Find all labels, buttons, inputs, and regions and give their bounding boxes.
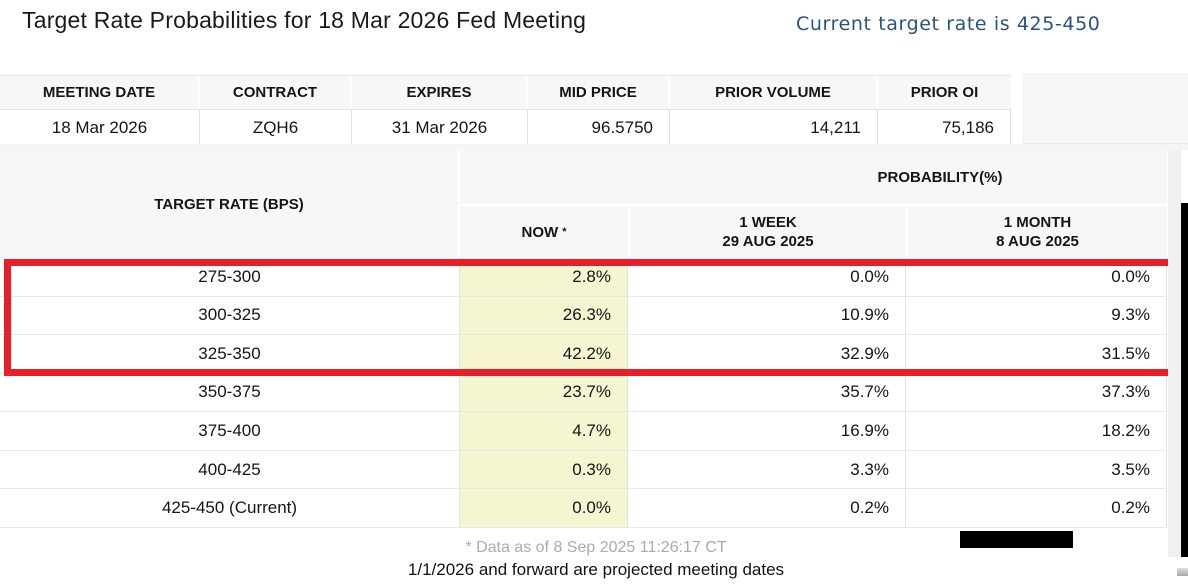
- now-probability: 4.7%: [460, 412, 628, 450]
- rate-range: 400-425: [0, 450, 460, 489]
- table-row: 325-350 42.2% 32.9% 31.5%: [0, 335, 1167, 374]
- month-probability: 31.5%: [906, 335, 1167, 373]
- month-label: 1 MONTH: [1003, 214, 1072, 231]
- header-prior-volume: PRIOR VOLUME: [670, 76, 878, 109]
- resize-handle: [1177, 568, 1188, 576]
- table-row: 350-375 23.7% 35.7% 37.3%: [0, 373, 1167, 413]
- scrollbar-thumb[interactable]: [1181, 203, 1188, 557]
- rate-range: 350-375: [0, 373, 460, 412]
- table-row: 275-300 2.8% 0.0% 0.0%: [0, 258, 1167, 297]
- week-probability: 0.2%: [628, 489, 906, 527]
- now-footnote-marker: *: [562, 225, 567, 238]
- expires-value: 31 Mar 2026: [352, 109, 528, 144]
- table-row: 300-325 26.3% 10.9% 9.3%: [0, 296, 1167, 336]
- header-meeting-date: MEETING DATE: [0, 76, 200, 109]
- subheader-separator-2: [906, 206, 908, 258]
- probability-table-body: 275-300 2.8% 0.0% 0.0% 300-325 26.3% 10.…: [0, 258, 1167, 528]
- month-probability: 0.2%: [906, 489, 1167, 527]
- empty-side-panel: [1022, 73, 1188, 144]
- month-probability: 3.5%: [906, 450, 1167, 489]
- rate-range: 300-325: [0, 296, 460, 335]
- probability-table: TARGET RATE (BPS) PROBABILITY(%) NOW * 1 …: [0, 150, 1167, 528]
- now-probability: 2.8%: [460, 258, 628, 296]
- now-probability: 23.7%: [460, 373, 628, 412]
- month-probability: 18.2%: [906, 412, 1167, 450]
- contract-summary-table: MEETING DATE CONTRACT EXPIRES MID PRICE …: [0, 75, 1011, 145]
- column-header-1-month: 1 MONTH 8 AUG 2025: [908, 206, 1167, 258]
- rate-range: 275-300: [0, 258, 460, 296]
- header-prior-oi: PRIOR OI: [878, 76, 1011, 109]
- header-contract: CONTRACT: [200, 76, 352, 109]
- current-target-rate-note: Current target rate is 425-450: [796, 13, 1101, 35]
- data-as-of-footnote: * Data as of 8 Sep 2025 11:26:17 CT: [465, 539, 727, 556]
- contract-table-data-row: 18 Mar 2026 ZQH6 31 Mar 2026 96.5750 14,…: [0, 109, 1011, 144]
- month-probability: 37.3%: [906, 373, 1167, 412]
- table-row: 425-450 (Current) 0.0% 0.2% 0.2%: [0, 489, 1167, 528]
- mid-price-value: 96.5750: [528, 109, 670, 144]
- page-title: Target Rate Probabilities for 18 Mar 202…: [22, 7, 587, 33]
- month-probability: 9.3%: [906, 296, 1167, 335]
- week-probability: 16.9%: [628, 412, 906, 450]
- now-probability: 26.3%: [460, 296, 628, 335]
- month-probability: 0.0%: [906, 258, 1167, 296]
- week-date: 29 AUG 2025: [722, 233, 814, 250]
- week-label: 1 WEEK: [739, 214, 797, 231]
- week-probability: 3.3%: [628, 450, 906, 489]
- now-probability: 0.0%: [460, 489, 628, 527]
- prior-oi-value: 75,186: [878, 109, 1011, 144]
- week-probability: 35.7%: [628, 373, 906, 412]
- meeting-date-value: 18 Mar 2026: [0, 109, 200, 144]
- header-expires: EXPIRES: [352, 76, 528, 109]
- rate-range: 325-350: [0, 335, 460, 373]
- week-probability: 0.0%: [628, 258, 906, 296]
- probability-table-header: TARGET RATE (BPS) PROBABILITY(%) NOW * 1 …: [0, 150, 1167, 258]
- contract-table-header-row: MEETING DATE CONTRACT EXPIRES MID PRICE …: [0, 76, 1011, 109]
- now-probability: 0.3%: [460, 450, 628, 489]
- header-horizontal-separator: [460, 204, 1167, 206]
- subheader-separator-1: [628, 206, 630, 258]
- column-header-1-week: 1 WEEK 29 AUG 2025: [630, 206, 906, 258]
- rate-range: 375-400: [0, 412, 460, 450]
- now-label: NOW: [521, 223, 559, 241]
- contract-value: ZQH6: [200, 109, 352, 144]
- week-probability: 10.9%: [628, 296, 906, 335]
- scrollbar-track: [1168, 150, 1181, 557]
- redaction-box: [960, 531, 1073, 548]
- header-target-rate-bps: TARGET RATE (BPS): [154, 195, 304, 213]
- rate-range: 425-450 (Current): [0, 489, 460, 527]
- column-header-now: NOW *: [460, 206, 628, 258]
- month-date: 8 AUG 2025: [996, 233, 1079, 250]
- header-probability-group: PROBABILITY(%): [877, 168, 1003, 186]
- header-mid-price: MID PRICE: [528, 76, 670, 109]
- section-divider: [0, 144, 1188, 150]
- table-row: 375-400 4.7% 16.9% 18.2%: [0, 412, 1167, 451]
- projected-dates-note: 1/1/2026 and forward are projected meeti…: [407, 560, 785, 579]
- prior-volume-value: 14,211: [670, 109, 878, 144]
- table-row: 400-425 0.3% 3.3% 3.5%: [0, 450, 1167, 490]
- week-probability: 32.9%: [628, 335, 906, 373]
- header-separator: [458, 150, 460, 258]
- now-probability: 42.2%: [460, 335, 628, 373]
